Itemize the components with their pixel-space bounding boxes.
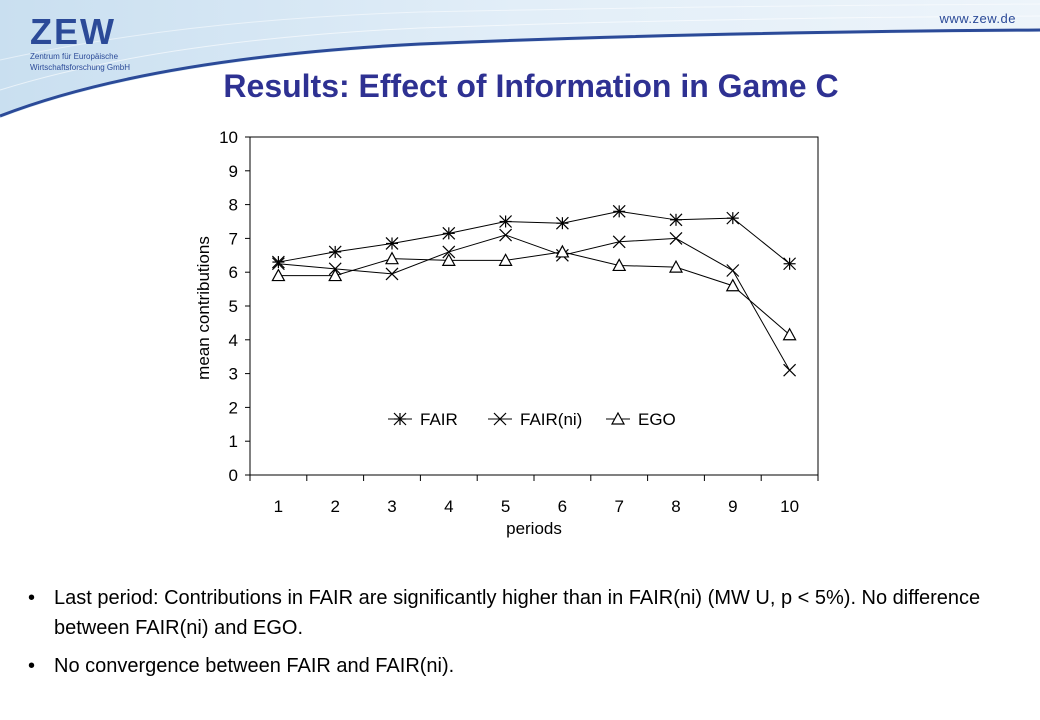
header-wave-line: [0, 28, 1040, 118]
line-chart: 0 1 2 3 4 5 6 7 8 9 10 1 2 3 4 5 6 7 8 9 10 periods mean contr…: [194, 128, 819, 538]
data-point-EGO: [328, 268, 343, 282]
data-point-EGO: [612, 258, 627, 272]
x-tick-label: 10: [780, 497, 799, 516]
data-point-FAIR(ni): [442, 245, 456, 259]
data-point-FAIR(ni): [271, 257, 285, 271]
x-tick-label: 4: [444, 497, 453, 516]
x-tick-label: 3: [387, 497, 396, 516]
series-line-EGO: [278, 251, 790, 336]
data-point-FAIR(ni): [783, 363, 797, 377]
data-point-EGO: [725, 278, 740, 292]
data-point-FAIR(ni): [726, 264, 740, 277]
data-point-FAIR: [328, 245, 342, 259]
data-point-EGO: [441, 253, 456, 266]
data-point-EGO: [384, 251, 400, 265]
legend-marker-EGO: [610, 411, 626, 425]
data-point-FAIR: [271, 255, 285, 269]
data-point-EGO: [555, 244, 570, 258]
bullet-marker: •: [28, 655, 36, 677]
legend-marker-FAIR: [393, 412, 407, 426]
logo-wordmark: ZEW: [30, 11, 116, 52]
bullet-item: • Last period: Contributions in FAIR are…: [28, 583, 1028, 643]
y-tick-label: 8: [229, 196, 238, 215]
legend-marker-FAIR(ni): [493, 412, 507, 426]
data-point-FAIR(ni): [499, 228, 513, 242]
bullet-text: No convergence between FAIR and FAIR(ni)…: [54, 655, 455, 677]
y-axis-label: mean contributions: [194, 236, 213, 380]
x-tick-label: 2: [330, 497, 339, 516]
x-tick-label: 6: [558, 497, 567, 516]
series-line-FAIR(ni): [278, 234, 791, 371]
site-url: www.zew.de: [939, 11, 1016, 26]
data-point-EGO: [271, 268, 286, 282]
y-tick-label: 9: [229, 162, 238, 181]
logo-subtitle-line-2: Wirtschaftsforschung GmbH: [30, 63, 131, 72]
x-tick-label: 8: [671, 497, 680, 516]
data-point-EGO: [782, 327, 797, 341]
data-point-FAIR: [612, 204, 626, 218]
data-point-FAIR(ni): [385, 267, 399, 281]
header-wave-fill: [0, 0, 1040, 118]
x-tick-label: 5: [501, 497, 510, 516]
bullet-list: • Last period: Contributions in FAIR are…: [28, 583, 1028, 689]
bullet-marker: •: [28, 587, 36, 609]
data-point-FAIR: [442, 226, 456, 240]
data-point-EGO: [498, 253, 513, 266]
data-point-FAIR: [385, 237, 399, 250]
zew-logo: ZEW Zentrum für Europäische Wirtschaftsf…: [30, 11, 131, 73]
y-tick-label: 10: [219, 128, 238, 147]
y-tick-label: 5: [229, 297, 238, 316]
legend-label-FAIR(ni): FAIR(ni): [520, 410, 582, 429]
series-line-FAIR: [278, 210, 790, 265]
bullet-text: Last period: Contributions in FAIR are s…: [54, 587, 981, 639]
y-tick-label: 0: [229, 466, 238, 485]
header-band: [0, 0, 1040, 118]
logo-subtitle-line-1: Zentrum für Europäische: [30, 52, 119, 61]
data-point-FAIR: [726, 211, 740, 225]
page-title: Results: Effect of Information in Game C: [223, 68, 839, 104]
bullet-item: • No convergence between FAIR and FAIR(n…: [28, 651, 1028, 681]
x-tick-label: 7: [614, 497, 623, 516]
data-point-FAIR: [669, 213, 683, 227]
legend-label-EGO: EGO: [638, 410, 676, 429]
x-tick-label: 1: [274, 497, 283, 516]
y-tick-label: 3: [229, 365, 238, 384]
data-point-FAIR(ni): [669, 231, 683, 245]
x-tick-label: 9: [728, 497, 737, 516]
data-point-EGO: [668, 259, 684, 273]
x-axis-label: periods: [506, 519, 562, 538]
data-point-FAIR: [499, 215, 513, 228]
legend-label-FAIR: FAIR: [420, 410, 458, 429]
data-point-FAIR: [783, 257, 797, 271]
y-tick-label: 2: [229, 398, 238, 417]
data-point-FAIR: [555, 216, 569, 230]
y-tick-label: 4: [229, 331, 238, 350]
y-tick-label: 6: [229, 263, 238, 282]
data-point-FAIR(ni): [612, 235, 626, 249]
y-tick-label: 1: [229, 432, 238, 451]
y-tick-label: 7: [229, 229, 238, 248]
